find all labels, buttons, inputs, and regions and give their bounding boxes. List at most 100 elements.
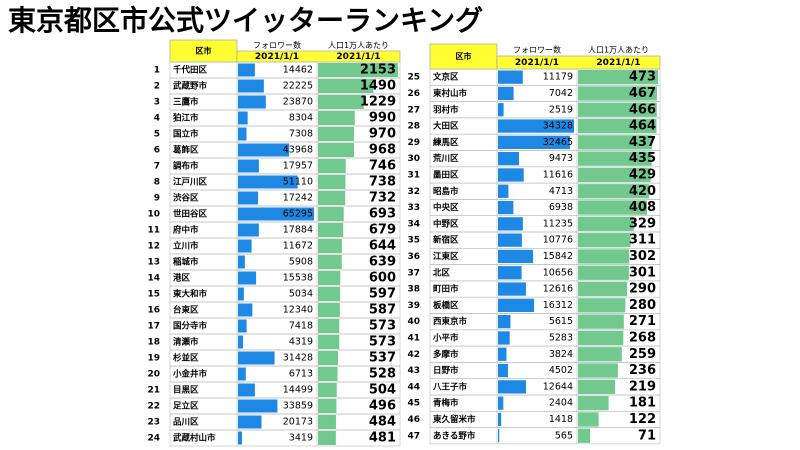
per10k-bar bbox=[318, 111, 355, 125]
follower-bar bbox=[498, 168, 524, 182]
row-cell bbox=[429, 329, 661, 347]
region-name: 武蔵野市 bbox=[173, 81, 208, 92]
per10k-value: 290 bbox=[629, 282, 656, 297]
follower-count: 9473 bbox=[549, 153, 573, 164]
rank: 20 bbox=[147, 370, 160, 380]
region-name: 千代田区 bbox=[173, 65, 208, 76]
region-name: 荒川区 bbox=[432, 153, 459, 164]
per10k-bar bbox=[578, 347, 622, 362]
region-name: 北区 bbox=[433, 267, 451, 278]
follower-bar bbox=[238, 143, 290, 157]
date-label: 2021/1/1 bbox=[255, 52, 299, 62]
region-name: 日野市 bbox=[433, 365, 459, 376]
follower-bar bbox=[238, 159, 259, 173]
rank: 24 bbox=[147, 434, 160, 444]
region-name: 世田谷区 bbox=[173, 209, 208, 220]
region-name: 昭島市 bbox=[433, 186, 459, 197]
follower-count: 11672 bbox=[283, 241, 313, 252]
per10k-value: 467 bbox=[629, 86, 656, 101]
per10k-value: 236 bbox=[629, 363, 656, 378]
region-name: 西東京市 bbox=[433, 316, 468, 327]
follower-count: 1418 bbox=[549, 414, 573, 425]
per10k-value: 504 bbox=[369, 383, 396, 398]
per10k-bar bbox=[318, 95, 364, 109]
header-label: フォロワー数 bbox=[253, 40, 301, 50]
region-name: 稲城市 bbox=[173, 257, 199, 268]
per10k-bar bbox=[318, 255, 342, 269]
per10k-value: 408 bbox=[629, 200, 656, 215]
follower-bar bbox=[498, 217, 523, 231]
per10k-bar bbox=[578, 363, 618, 378]
rank: 39 bbox=[407, 301, 420, 311]
per10k-value: 587 bbox=[369, 303, 396, 318]
date-label: 2021/1/1 bbox=[596, 58, 640, 68]
per10k-bar bbox=[578, 167, 651, 183]
per10k-value: 573 bbox=[369, 319, 396, 334]
rank: 46 bbox=[407, 415, 420, 425]
follower-count: 12644 bbox=[543, 381, 573, 392]
per10k-value: 271 bbox=[629, 314, 656, 329]
header-label: 人口1万人あたり bbox=[328, 41, 389, 50]
follower-count: 22225 bbox=[283, 81, 313, 92]
per10k-bar bbox=[318, 319, 340, 333]
follower-bar bbox=[498, 363, 508, 378]
follower-bar bbox=[238, 63, 255, 77]
row-cell bbox=[169, 125, 401, 143]
rank: 26 bbox=[407, 89, 420, 99]
per10k-value: 311 bbox=[629, 233, 656, 248]
region-name: 東久留米市 bbox=[433, 414, 476, 425]
region-name: 羽村市 bbox=[433, 104, 459, 115]
follower-bar bbox=[238, 431, 242, 445]
per10k-bar bbox=[318, 127, 355, 141]
per10k-value: 537 bbox=[369, 351, 396, 366]
header-label: 区市 bbox=[196, 46, 212, 56]
region-name: 中央区 bbox=[433, 202, 459, 213]
region-name: 墨田区 bbox=[433, 169, 459, 180]
follower-bar bbox=[498, 429, 500, 443]
per10k-bar bbox=[318, 383, 337, 397]
per10k-value: 970 bbox=[369, 127, 396, 142]
per10k-value: 429 bbox=[629, 167, 656, 182]
per10k-bar bbox=[578, 184, 650, 199]
follower-count: 43968 bbox=[283, 145, 313, 156]
rank: 33 bbox=[407, 203, 420, 213]
rank: 21 bbox=[147, 386, 160, 396]
follower-bar bbox=[238, 239, 252, 253]
header-label: 人口1万人あたり bbox=[588, 46, 649, 55]
rank: 35 bbox=[407, 236, 420, 246]
region-name: 新宿区 bbox=[433, 235, 459, 246]
follower-count: 7308 bbox=[289, 129, 313, 140]
follower-count: 10656 bbox=[543, 267, 573, 278]
per10k-value: 679 bbox=[369, 223, 396, 238]
follower-count: 12616 bbox=[543, 284, 573, 295]
follower-bar bbox=[238, 303, 253, 317]
per10k-bar bbox=[318, 367, 338, 381]
per10k-value: 738 bbox=[369, 175, 396, 190]
per10k-bar bbox=[578, 298, 626, 313]
follower-bar bbox=[498, 298, 535, 312]
follower-bar bbox=[238, 191, 259, 205]
per10k-bar bbox=[318, 351, 338, 365]
rank: 29 bbox=[407, 138, 420, 148]
follower-count: 11179 bbox=[543, 72, 573, 83]
follower-bar bbox=[238, 175, 298, 189]
follower-count: 6938 bbox=[549, 202, 573, 213]
rank: 44 bbox=[407, 382, 420, 392]
per10k-bar bbox=[578, 135, 652, 150]
per10k-bar bbox=[318, 159, 346, 173]
follower-bar bbox=[498, 331, 510, 345]
per10k-value: 1229 bbox=[360, 95, 396, 110]
follower-count: 7042 bbox=[549, 88, 573, 99]
rank: 22 bbox=[147, 402, 160, 412]
follower-count: 17957 bbox=[283, 161, 313, 172]
per10k-value: 644 bbox=[369, 239, 396, 254]
rank: 14 bbox=[147, 274, 160, 284]
row-cell bbox=[169, 253, 401, 271]
follower-bar bbox=[498, 396, 504, 410]
rank: 9 bbox=[154, 194, 160, 204]
per10k-value: 181 bbox=[629, 396, 656, 411]
per10k-bar bbox=[318, 399, 337, 413]
per10k-bar bbox=[318, 431, 336, 445]
follower-bar bbox=[238, 335, 244, 349]
